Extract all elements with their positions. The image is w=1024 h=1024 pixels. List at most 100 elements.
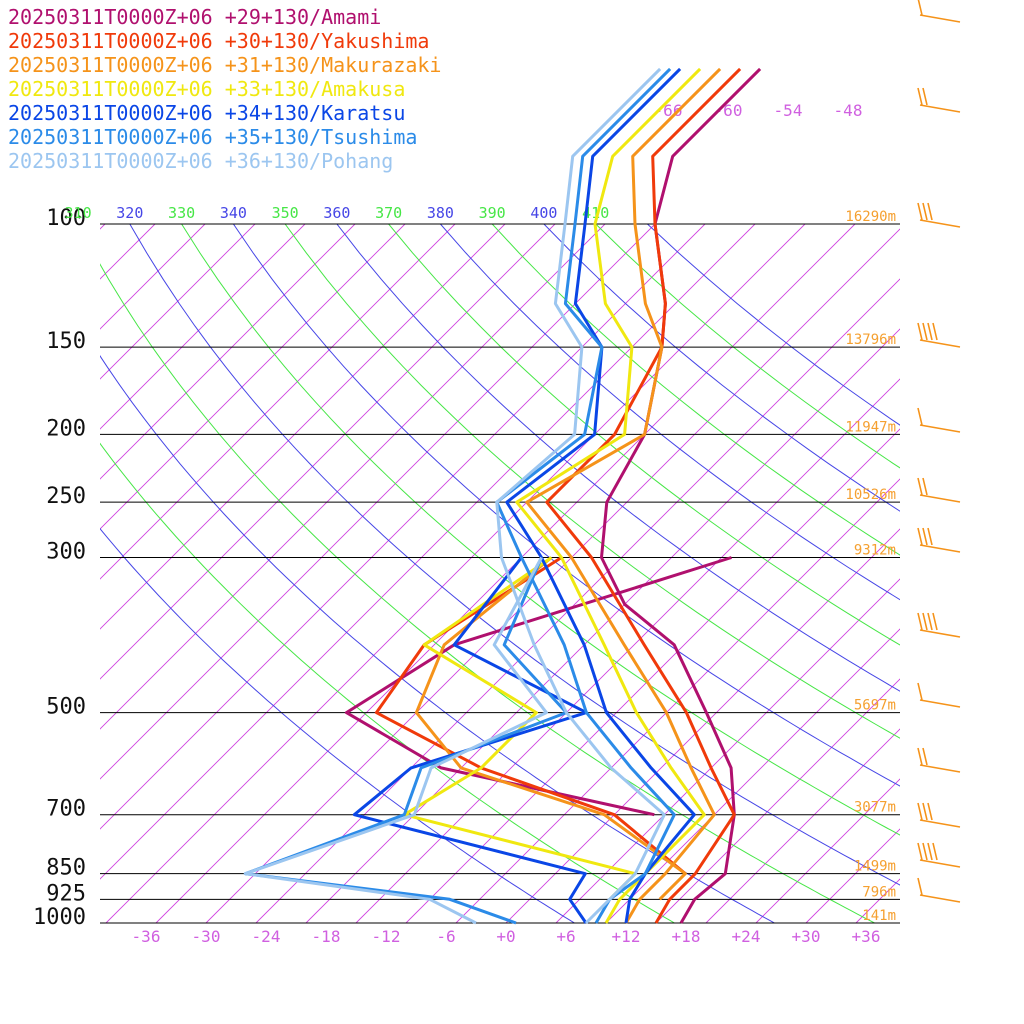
pressure-label: 100 xyxy=(46,206,86,231)
height-label: 10526m xyxy=(845,487,896,503)
wind-barb-icon xyxy=(917,682,961,708)
pressure-label: 250 xyxy=(46,484,86,509)
theta-label: 330 xyxy=(168,204,195,222)
isotherm-line xyxy=(455,478,900,923)
temperature-tick-label: -36 xyxy=(132,927,161,946)
isotherm-line xyxy=(305,328,900,923)
isotherm-line xyxy=(605,628,900,923)
wind-barb-icon xyxy=(917,87,961,113)
height-label: 1499m xyxy=(854,859,896,875)
isotherm-line xyxy=(505,528,900,923)
isotherm-line xyxy=(655,678,900,923)
isotherm-line xyxy=(105,224,806,923)
isotherm-line xyxy=(100,224,206,330)
theta-label: 350 xyxy=(272,204,299,222)
isotherm-line xyxy=(205,228,900,923)
dry-adiabat-line xyxy=(129,224,900,886)
theta-label: 370 xyxy=(375,204,402,222)
pressure-label: 1000 xyxy=(33,905,86,930)
temperature-profile-line xyxy=(515,67,706,924)
temperature-tick-label: -12 xyxy=(372,927,401,946)
pressure-label: 700 xyxy=(46,797,86,822)
temperature-tick-label: -24 xyxy=(252,927,281,946)
dry-adiabat-line xyxy=(100,527,575,923)
dewpoint-profile-line xyxy=(243,556,548,925)
wind-barb-icon xyxy=(917,842,961,868)
isotherm-line xyxy=(100,224,306,430)
isotherm-line xyxy=(555,578,900,923)
series-group xyxy=(414,67,722,924)
legend-entry: 20250311T0000Z+06 +34+130/Karatsu xyxy=(8,101,405,125)
theta-label: 320 xyxy=(116,204,143,222)
temperature-tick-label: +18 xyxy=(672,927,701,946)
pressure-label: 300 xyxy=(46,540,86,565)
temperature-profile-line xyxy=(600,67,762,924)
wind-barb-icon xyxy=(917,407,961,433)
dry-adiabat-line xyxy=(543,224,900,512)
temperature-tick-label: +12 xyxy=(612,927,641,946)
isotherm-line xyxy=(755,778,900,923)
theta-label: 310 xyxy=(65,204,92,222)
legend-entry: 20250311T0000Z+06 +35+130/Tsushima xyxy=(8,125,417,149)
legend-entry: 20250311T0000Z+06 +29+130/Amami xyxy=(8,5,381,29)
isotherm-line xyxy=(100,224,506,630)
theta-label: 390 xyxy=(479,204,506,222)
theta-label: 340 xyxy=(220,204,247,222)
temperature-tick-label: +30 xyxy=(792,927,821,946)
wind-barb-icon xyxy=(917,0,961,23)
isotherm-line xyxy=(100,224,406,530)
theta-label: 400 xyxy=(530,204,557,222)
wind-barb-icon xyxy=(917,612,961,638)
dry-adiabat-line xyxy=(232,224,900,787)
wind-barb-icon xyxy=(917,477,961,503)
pressure-label: 500 xyxy=(46,695,86,720)
upper-isotherm-label: -54 xyxy=(774,101,803,120)
legend-entry: 20250311T0000Z+06 +30+130/Yakushima xyxy=(8,29,429,53)
height-label: 9312m xyxy=(854,543,896,559)
isotherm-line xyxy=(100,224,656,780)
legend-entry: 20250311T0000Z+06 +31+130/Makurazaki xyxy=(8,53,441,77)
isotherm-line xyxy=(255,278,900,923)
temperature-profile-line xyxy=(525,67,722,924)
isotherm-line xyxy=(100,224,356,480)
isotherm-line xyxy=(100,224,706,830)
temperature-profile-line xyxy=(495,67,676,924)
pressure-label: 150 xyxy=(46,329,86,354)
isotherm-line xyxy=(0,224,5,923)
dry-adiabat-line xyxy=(595,224,900,469)
theta-label: 380 xyxy=(427,204,454,222)
wind-barb-icon xyxy=(917,877,961,903)
height-label: 796m xyxy=(862,884,896,900)
wind-barbs xyxy=(917,0,961,903)
dry-adiabat-line xyxy=(100,442,675,923)
legend-entry: 20250311T0000Z+06 +36+130/Pohang xyxy=(8,149,393,173)
upper-isotherm-label: -60 xyxy=(714,101,743,120)
temperature-tick-label: -6 xyxy=(436,927,455,946)
wind-barb-icon xyxy=(917,747,961,773)
wind-barb-icon xyxy=(917,322,961,348)
height-label: 3077m xyxy=(854,800,896,816)
dewpoint-profile-line xyxy=(352,556,588,924)
temperature-tick-label: +36 xyxy=(852,927,881,946)
pressure-label: 925 xyxy=(46,881,86,906)
isotherm-line xyxy=(100,224,606,730)
height-label: 141m xyxy=(862,908,896,924)
wind-barb-icon xyxy=(917,527,961,553)
height-label: 16290m xyxy=(845,209,896,225)
background-grid xyxy=(0,224,900,923)
temperature-tick-label: +6 xyxy=(556,927,575,946)
temperature-tick-label: +0 xyxy=(496,927,515,946)
dry-adiabat-line xyxy=(647,224,900,426)
isotherm-line xyxy=(100,224,256,380)
isotherm-line xyxy=(355,378,900,923)
theta-label: 410 xyxy=(582,204,609,222)
dewpoint-profile-line xyxy=(243,556,568,925)
isotherm-line xyxy=(100,224,756,880)
temperature-tick-label: -30 xyxy=(192,927,221,946)
legend-entry: 20250311T0000Z+06 +33+130/Amakusa xyxy=(8,77,405,101)
height-label: 5697m xyxy=(854,698,896,714)
temperature-tick-label: +24 xyxy=(732,927,761,946)
wind-barb-icon xyxy=(917,202,961,228)
